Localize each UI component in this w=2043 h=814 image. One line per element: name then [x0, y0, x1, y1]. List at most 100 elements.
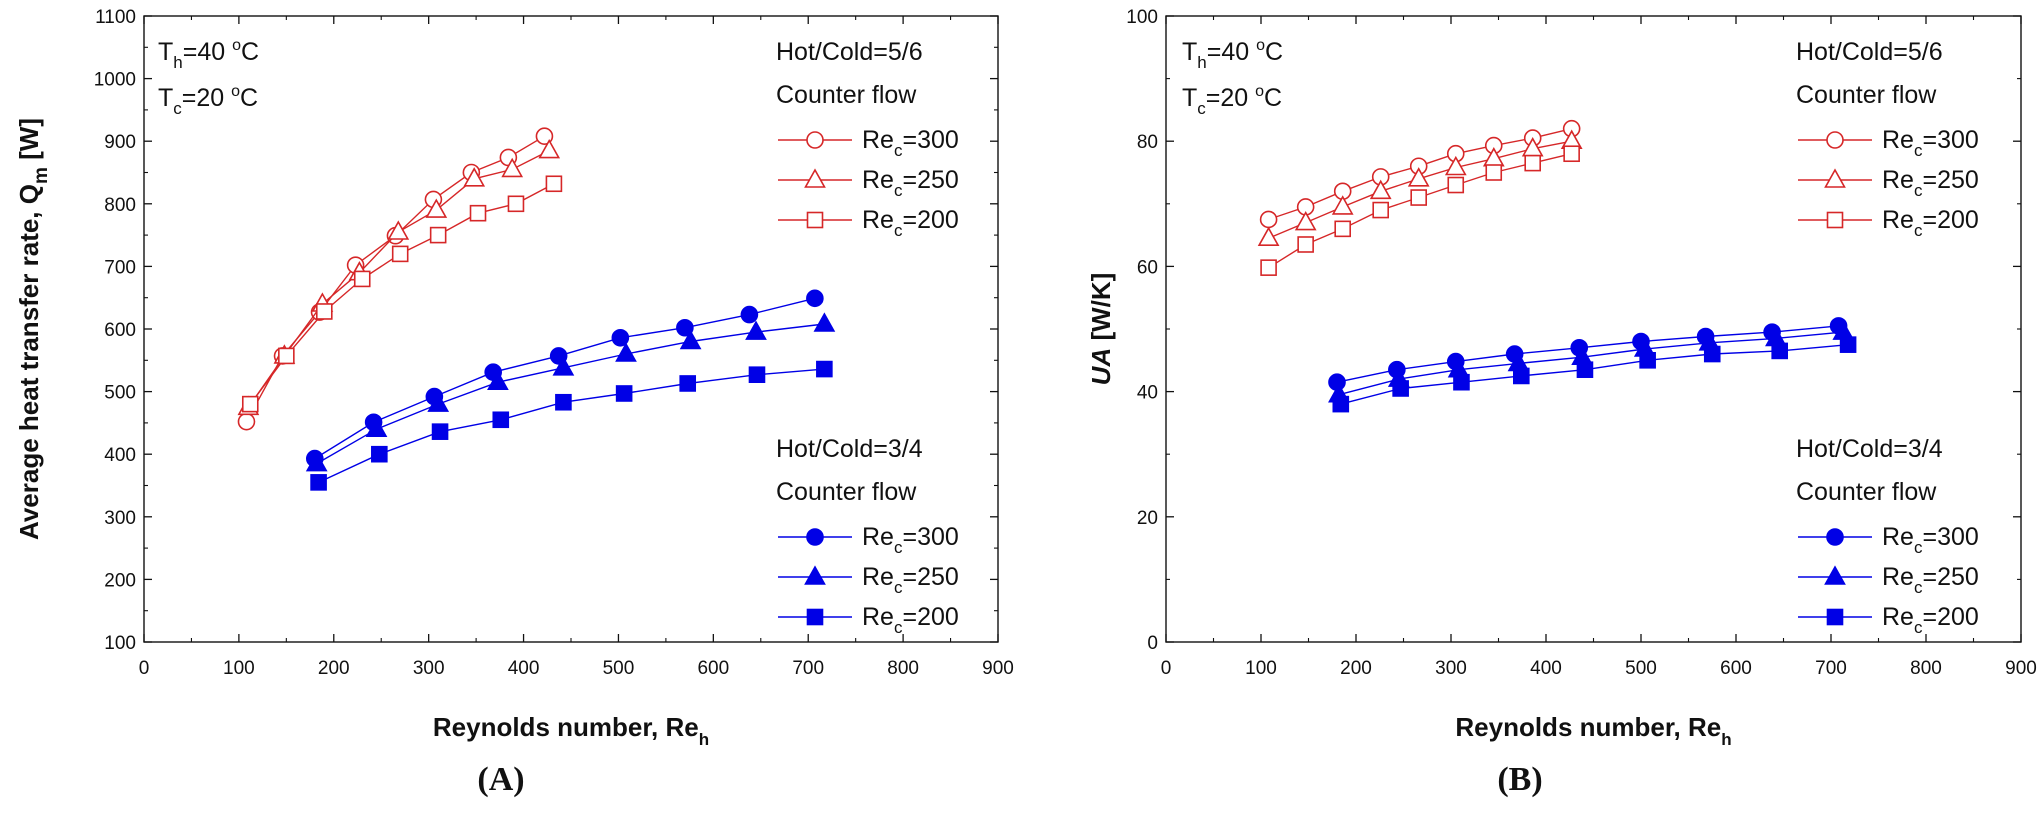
data-point: [425, 198, 448, 218]
data-point: [427, 392, 450, 412]
data-point: [1260, 259, 1277, 276]
data-point: [469, 204, 487, 222]
condition-cold-temp: Tc=20 oC: [1182, 83, 1282, 118]
y-tick-label: 0: [1147, 633, 1158, 654]
series-line: [249, 183, 555, 405]
data-point: [1369, 179, 1392, 200]
y-tick-label: 500: [104, 383, 136, 404]
legend-group-title: Hot/Cold=5/6: [776, 38, 923, 66]
series-2: [237, 138, 561, 416]
x-axis-title: Reynolds number, Reh: [1455, 712, 1731, 749]
y-tick-label: 400: [104, 445, 136, 466]
data-point: [679, 375, 697, 392]
series-2: [1257, 129, 1583, 246]
x-tick-label: 500: [603, 658, 635, 679]
data-point: [545, 175, 563, 193]
data-point: [365, 417, 388, 438]
data-point: [501, 157, 524, 178]
data-point: [1453, 373, 1470, 391]
data-point: [391, 245, 409, 263]
x-axis-title: Reynolds number, Reh: [433, 712, 709, 749]
x-tick-label: 100: [1245, 658, 1277, 679]
data-point: [745, 320, 767, 340]
data-point: [1839, 336, 1857, 353]
legend-group-title: Hot/Cold=5/6: [1796, 38, 1943, 66]
legend-entry-label: Rec=200: [1882, 603, 1979, 637]
data-point: [1332, 395, 1350, 413]
x-tick-label: 300: [1435, 658, 1467, 679]
y-tick-label: 300: [104, 508, 136, 529]
data-point: [813, 312, 836, 332]
data-point: [387, 220, 410, 240]
data-point: [538, 138, 561, 159]
data-point: [555, 393, 572, 411]
legend-flow-title: Counter flow: [1796, 478, 1937, 506]
data-point: [1294, 210, 1317, 231]
legend-entry-label: Rec=300: [862, 523, 959, 557]
data-point: [816, 360, 833, 378]
legend-entry-label: Rec=250: [1882, 563, 1979, 597]
panel-label: (A): [477, 761, 524, 798]
y-axis-title: UA [W/K]: [1086, 273, 1116, 386]
data-point: [1513, 367, 1530, 385]
data-point: [611, 328, 630, 347]
y-tick-label: 20: [1137, 508, 1158, 529]
legend-entry-label: Rec=300: [1882, 523, 1979, 557]
y-tick-label: 200: [104, 570, 136, 591]
y-tick-label: 40: [1137, 383, 1158, 404]
x-tick-label: 500: [1625, 658, 1657, 679]
legend-marker: [806, 528, 824, 546]
data-point: [552, 356, 575, 376]
legend-group-title: Hot/Cold=3/4: [1796, 435, 1943, 463]
legend-marker: [806, 131, 824, 149]
legend-entry-label: Rec=200: [1882, 206, 1979, 240]
legend-entry-label: Rec=250: [1882, 166, 1979, 200]
legend-group-title: Hot/Cold=3/4: [776, 435, 923, 463]
data-point: [1407, 167, 1430, 187]
legend-marker: [806, 211, 824, 229]
x-tick-label: 0: [1161, 658, 1172, 679]
series-6: [310, 360, 833, 491]
data-point: [241, 395, 259, 413]
data-point: [615, 385, 633, 402]
data-point: [429, 226, 447, 244]
data-point: [1771, 342, 1788, 360]
data-point: [1334, 220, 1351, 238]
series-line: [318, 368, 825, 484]
x-tick-label: 400: [1530, 658, 1562, 679]
legend-hot-cold-3-4: Hot/Cold=3/4 Counter flow Rec=300 Rec=250 Re…: [1796, 435, 1979, 637]
legend-marker: [806, 608, 824, 626]
series-4: [305, 289, 824, 468]
legend-entry-label: Rec=250: [862, 166, 959, 200]
series-5: [1328, 320, 1855, 403]
data-point: [676, 318, 694, 337]
data-point: [1297, 236, 1314, 253]
data-point: [310, 474, 327, 491]
legend-marker: [1826, 131, 1844, 149]
data-point: [1563, 145, 1580, 163]
y-axis-title: Average heat transfer rate, Qm [W]: [14, 118, 52, 540]
data-point: [1576, 361, 1594, 378]
y-tick-label: 800: [104, 195, 136, 216]
data-point: [487, 370, 509, 391]
panel-b-chart: 0 100 200 300 400 500 600 700 800 900 0 20 40 60 80 100…: [1086, 7, 2037, 798]
legend-entry-label: Rec=250: [862, 563, 959, 597]
panel-label: (B): [1497, 761, 1542, 798]
y-tick-label: 900: [104, 132, 136, 153]
data-point: [1639, 351, 1656, 369]
legend-flow-title: Counter flow: [1796, 81, 1937, 109]
data-point: [278, 347, 295, 365]
legend-marker: [804, 565, 826, 585]
data-point: [1257, 226, 1280, 246]
data-point: [463, 167, 486, 187]
legend-entry-label: Rec=300: [862, 126, 959, 160]
data-point: [1485, 164, 1503, 181]
x-tick-label: 900: [2005, 658, 2037, 679]
data-point: [1703, 345, 1721, 363]
legend-marker: [1826, 528, 1844, 546]
data-point: [353, 270, 371, 288]
x-tick-label: 400: [508, 658, 540, 679]
data-point: [1372, 201, 1389, 219]
x-tick-label: 700: [1815, 658, 1847, 679]
